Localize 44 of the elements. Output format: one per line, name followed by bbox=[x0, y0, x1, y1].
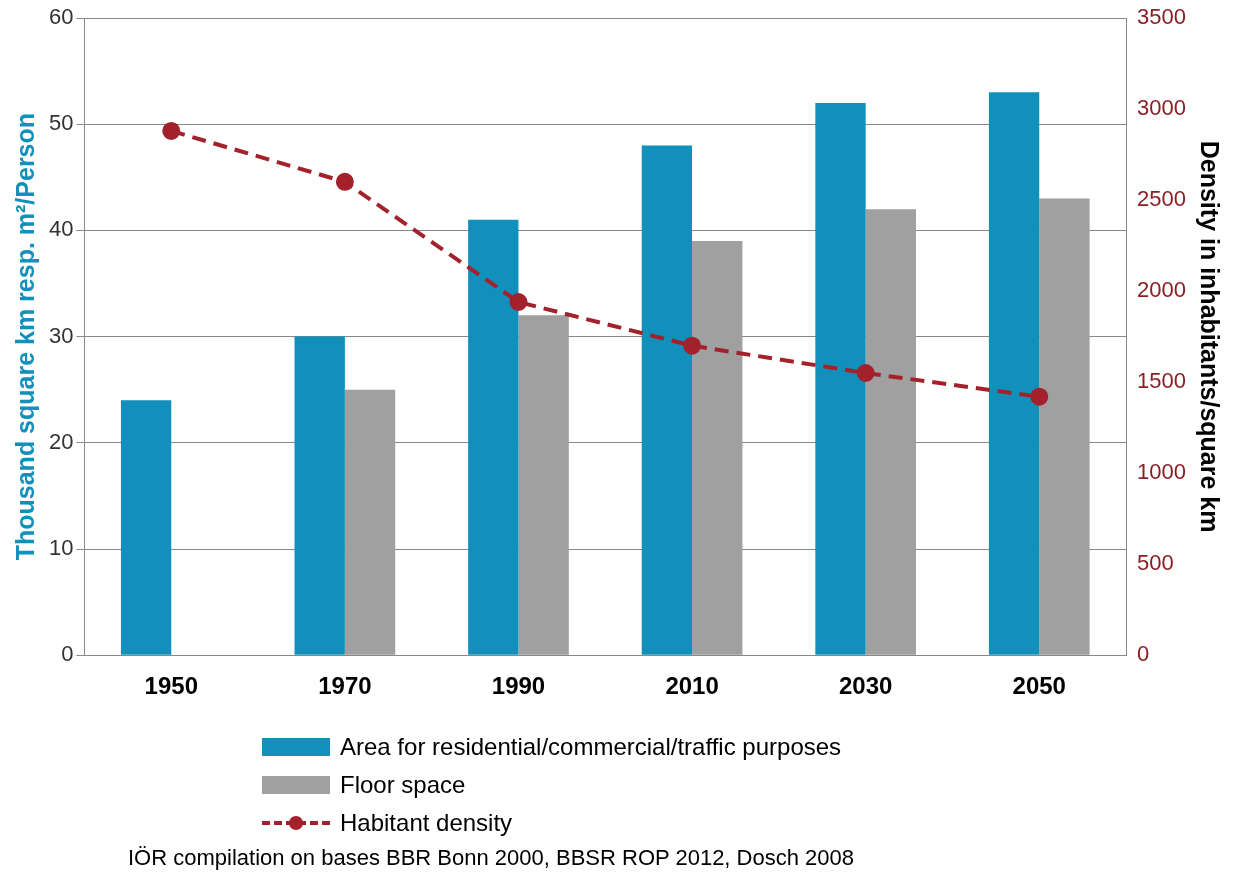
legend-label: Habitant density bbox=[340, 809, 513, 837]
x-tick-label: 1950 bbox=[144, 672, 198, 700]
y2-tick-label: 0 bbox=[1137, 641, 1150, 667]
y2-tick-label: 2500 bbox=[1137, 186, 1187, 212]
bar bbox=[344, 389, 396, 655]
x-tick-label: 1970 bbox=[318, 672, 372, 700]
y2-tick-label: 1000 bbox=[1137, 459, 1187, 485]
y-tick-label: 20 bbox=[48, 428, 74, 454]
point bbox=[509, 293, 528, 312]
y2-axis-title: Density in inhabitants/square km bbox=[1196, 140, 1225, 533]
x-tick-label: 2010 bbox=[665, 672, 719, 700]
y-axis-title: Thousand square km resp. m²/Person bbox=[10, 112, 39, 561]
y2-tick-label: 1500 bbox=[1137, 368, 1187, 394]
y-tick-label: 0 bbox=[61, 641, 74, 667]
bar bbox=[641, 145, 693, 655]
y-tick-label: 30 bbox=[48, 322, 74, 348]
point bbox=[162, 121, 181, 140]
y2-tick-label: 3000 bbox=[1137, 95, 1187, 121]
y-tick-label: 10 bbox=[48, 535, 74, 561]
bar bbox=[865, 209, 917, 655]
bar bbox=[518, 315, 569, 655]
point bbox=[856, 364, 875, 383]
y2-tick-label: 3500 bbox=[1137, 4, 1187, 30]
point bbox=[683, 336, 702, 355]
bar bbox=[1039, 198, 1090, 655]
y2-tick-label: 2000 bbox=[1137, 277, 1187, 303]
bar bbox=[294, 336, 345, 655]
bar bbox=[988, 92, 1040, 655]
y2-tick-label: 500 bbox=[1137, 550, 1174, 576]
y-tick-label: 50 bbox=[48, 110, 74, 136]
legend-label: Area for residential/commercial/traffic purposes bbox=[340, 733, 842, 761]
bar bbox=[468, 219, 519, 655]
legend-label: Floor space bbox=[340, 771, 466, 799]
text: IÖR compilation on bases BBR Bonn 2000, BBSR ROP 2012, Dosch 2008 bbox=[128, 845, 855, 871]
bar bbox=[120, 400, 172, 655]
bar bbox=[692, 241, 743, 655]
x-tick-label: 2050 bbox=[1012, 672, 1066, 700]
point bbox=[335, 172, 354, 191]
x-tick-label: 2030 bbox=[838, 672, 893, 700]
y-tick-label: 60 bbox=[48, 4, 74, 30]
y-tick-label: 40 bbox=[48, 216, 74, 242]
bar bbox=[815, 102, 866, 655]
x-tick-label: 1990 bbox=[491, 672, 546, 700]
point bbox=[1030, 387, 1049, 406]
